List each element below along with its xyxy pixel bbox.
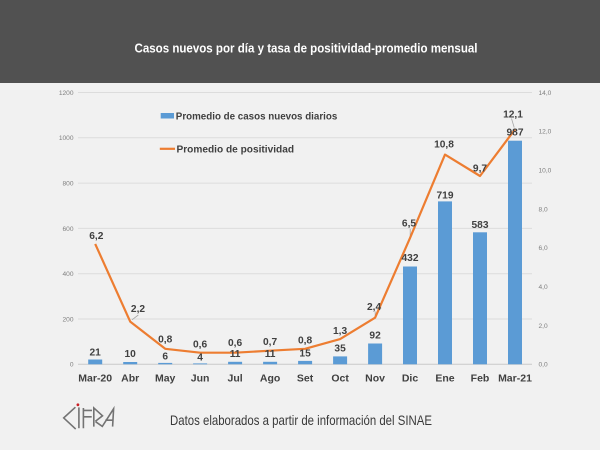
svg-text:11: 11 [230, 349, 241, 360]
svg-text:12,1: 12,1 [503, 110, 523, 121]
svg-text:Mar-21: Mar-21 [498, 373, 532, 385]
svg-text:12,0: 12,0 [539, 129, 552, 136]
svg-text:6: 6 [162, 352, 168, 363]
svg-text:2,0: 2,0 [539, 323, 548, 330]
svg-text:35: 35 [334, 343, 346, 354]
svg-text:Oct: Oct [331, 373, 349, 385]
svg-text:Datos elaborados a partir de i: Datos elaborados a partir de información… [170, 412, 432, 428]
svg-text:Jul: Jul [228, 373, 243, 385]
svg-text:987: 987 [507, 128, 524, 139]
svg-text:Nov: Nov [365, 373, 385, 385]
svg-text:21: 21 [90, 348, 102, 359]
svg-text:Ago: Ago [260, 373, 280, 385]
svg-text:4,0: 4,0 [539, 284, 548, 291]
svg-text:15: 15 [299, 348, 311, 359]
svg-text:0,7: 0,7 [263, 337, 277, 348]
svg-text:0,8: 0,8 [158, 334, 172, 345]
svg-text:10: 10 [125, 349, 137, 360]
svg-text:0,6: 0,6 [228, 338, 242, 349]
svg-text:Casos nuevos por día y tasa de: Casos nuevos por día y tasa de positivid… [135, 41, 478, 56]
svg-text:2,2: 2,2 [131, 304, 145, 315]
svg-text:6,0: 6,0 [539, 245, 548, 252]
svg-text:600: 600 [62, 226, 73, 233]
svg-text:Ene: Ene [435, 373, 454, 385]
svg-text:0,6: 0,6 [193, 339, 207, 350]
svg-text:0,0: 0,0 [539, 362, 548, 369]
svg-text:11: 11 [265, 349, 276, 360]
svg-text:14,0: 14,0 [539, 90, 552, 97]
svg-text:2,4: 2,4 [367, 302, 381, 313]
svg-text:1,3: 1,3 [333, 326, 347, 337]
svg-text:1000: 1000 [59, 135, 74, 142]
svg-text:800: 800 [62, 181, 73, 188]
svg-text:Promedio de casos nuevos diari: Promedio de casos nuevos diarios [176, 110, 338, 122]
svg-text:400: 400 [62, 271, 73, 278]
svg-text:9,7: 9,7 [473, 164, 487, 175]
svg-text:Set: Set [297, 373, 314, 385]
svg-text:Dic: Dic [402, 373, 419, 385]
svg-text:10,8: 10,8 [434, 140, 454, 151]
svg-text:200: 200 [62, 316, 73, 323]
svg-text:92: 92 [369, 331, 381, 342]
svg-text:Feb: Feb [471, 373, 490, 385]
svg-text:6,2: 6,2 [89, 231, 103, 242]
svg-text:583: 583 [472, 220, 489, 231]
svg-text:6,5: 6,5 [402, 219, 416, 230]
svg-text:0,8: 0,8 [298, 335, 312, 346]
svg-text:Abr: Abr [121, 373, 139, 385]
svg-text:Jun: Jun [191, 373, 210, 385]
svg-text:4: 4 [197, 353, 203, 364]
svg-text:Mar-20: Mar-20 [78, 373, 112, 385]
svg-text:0: 0 [70, 362, 74, 369]
svg-text:432: 432 [402, 253, 419, 264]
svg-text:Promedio de positividad: Promedio de positividad [177, 144, 295, 156]
svg-text:10,0: 10,0 [539, 168, 552, 175]
svg-text:8,0: 8,0 [539, 206, 548, 213]
svg-text:719: 719 [437, 191, 454, 202]
svg-text:May: May [155, 373, 176, 385]
svg-text:1200: 1200 [59, 90, 74, 97]
